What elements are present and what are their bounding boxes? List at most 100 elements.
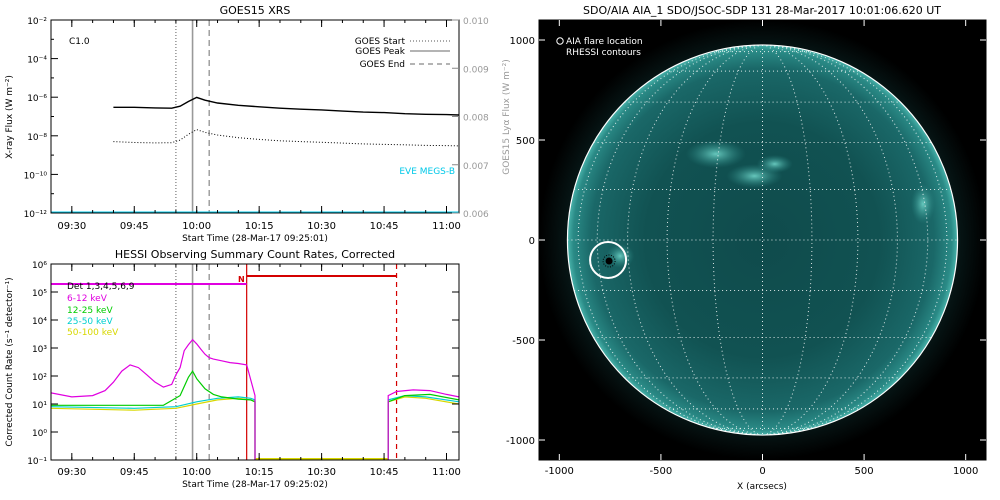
hessi-25-50-kev-line [51,396,256,460]
goes-x-tick-label: 09:30 [57,221,86,232]
eve-label: EVE MEGS-B [399,167,455,177]
bright-region [685,140,746,168]
hessi-x-tick-label: 09:30 [57,467,86,478]
hessi-legend-25-50: 25-50 keV [67,317,113,327]
solar-limb [566,44,959,436]
bright-region [756,155,793,173]
aia-panel: SDO/AIA AIA_1 SDO/JSOC-SDP 131 28-Mar-20… [506,4,987,492]
grid-longitude-line [627,44,763,436]
aia-x-tick-label: 0 [759,466,765,477]
aia-legend: AIA flare location RHESSI contours [556,37,643,58]
hessi-50-100-kev-line-after-night [387,396,459,460]
goes-y-tick-label: 10⁻⁶ [27,94,47,104]
hessi-y-tick-label: 10⁶ [32,261,47,271]
aia-y-tick-label: -1000 [506,436,535,447]
hessi-y-tick-label: 10⁴ [32,317,47,327]
goes-x-axis: 09:30 09:45 10:00 10:15 10:30 10:45 11:00 [50,20,461,232]
grid-longitude-line [762,44,948,436]
aia-y-tick-label: 500 [516,136,535,147]
bright-region [606,244,635,268]
hessi-panel: HESSI Observing Summary Count Rates, Cor… [5,248,461,490]
goes-y-tick-label: 10⁻¹⁰ [24,171,48,181]
goes-yr-tick-label: 0.008 [463,114,489,124]
goes-y-right-axis: 0.006 0.007 0.008 0.009 0.010 [452,17,489,220]
aia-legend-flare: AIA flare location [566,37,643,47]
hessi-legend-12-25: 12-25 keV [67,306,113,316]
aia-y-tick-label: 1000 [510,36,535,47]
hessi-legend-6-12: 6-12 keV [67,294,108,304]
goes-ylabel-right: GOES15 Lyα Flux (W m⁻²) [502,59,512,175]
goes-y-tick-label: 10⁻⁴ [27,56,47,66]
aia-x-tick-label: -500 [650,466,673,477]
goes-long-channel-line [113,96,459,116]
goes-y-axis: 10⁻¹² 10⁻¹⁰ 10⁻⁸ 10⁻⁶ 10⁻⁴ 10⁻² [24,17,58,220]
hessi-12-25-kev-line-after-night [387,393,459,460]
rhessi-contour [605,257,613,265]
goes-yr-tick-label: 0.009 [463,65,489,75]
hessi-x-tick-label: 10:00 [182,467,211,478]
goes-x-tick-label: 10:30 [307,221,336,232]
hessi-25-50-kev-line-after-night [387,394,459,460]
goes-short-channel-line [113,129,459,147]
hessi-y-axis: 10⁻¹ 10⁰ 10¹ 10² 10³ 10⁴ 10⁵ 10⁶ [27,261,459,467]
hessi-night-label: N [238,275,245,284]
goes-y-tick-label: 10⁻¹² [24,210,48,220]
goes-x-tick-label: 10:00 [182,221,211,232]
hessi-plot-area [51,264,459,460]
hessi-title: HESSI Observing Summary Count Rates, Cor… [115,248,395,261]
goes-x-tick-label: 11:00 [432,221,461,232]
goes-x-tick-label: 10:45 [370,221,399,232]
goes-x-tick-label: 09:45 [120,221,149,232]
grid-longitude-line [666,44,763,436]
goes-xlabel: Start Time (28-Mar-17 09:25:01) [182,234,328,244]
grid-longitude-line [762,44,859,436]
hessi-x-axis: 09:30 09:45 10:00 10:15 10:30 10:45 11:00 [50,264,461,478]
goes-flare-class: C1.0 [69,37,90,47]
rhessi-contour [602,254,616,268]
goes-yr-tick-label: 0.010 [463,17,489,27]
aia-x-axis: -1000 -500 0 500 1000 [545,20,978,477]
goes-legend: GOES Start GOES Peak GOES End [355,37,450,70]
hessi-y-tick-label: 10⁻¹ [27,457,47,467]
aia-x-tick-label: -1000 [545,466,574,477]
goes-panel: GOES15 XRS 09:30 09:45 10:00 10:15 10:30 10:4… [5,4,512,244]
bright-region [911,184,936,224]
aia-y-tick-label: 0 [529,236,535,247]
hessi-ylabel: Corrected Count Rate (s⁻¹ detector⁻¹) [5,277,15,446]
goes-plot-area [51,20,459,213]
grid-longitude-line [762,44,898,436]
hessi-y-tick-label: 10⁰ [32,429,47,439]
hessi-x-tick-label: 09:45 [120,467,149,478]
legend-goes-end: GOES End [360,60,405,70]
flare-location-circle [589,241,628,279]
legend-flare-location-swatch [556,37,564,45]
hessi-x-tick-label: 11:00 [432,467,461,478]
goes-yr-tick-label: 0.007 [463,162,489,172]
hessi-legend: Det 1,3,4,5,6,9 6-12 keV 12-25 keV 25-50… [67,282,135,338]
goes-title: GOES15 XRS [220,4,291,17]
aia-legend-rhessi: RHESSI contours [566,48,641,58]
grid-longitude-line [577,44,763,436]
hessi-y-tick-label: 10¹ [32,401,47,411]
aia-x-tick-label: 1000 [953,466,978,477]
goes-yr-tick-label: 0.006 [463,210,489,220]
aia-xlabel: X (arcsecs) [737,482,787,492]
hessi-x-tick-label: 10:30 [307,467,336,478]
hessi-frame [50,263,460,461]
hessi-legend-title: Det 1,3,4,5,6,9 [67,282,135,292]
legend-goes-peak: GOES Peak [355,47,405,57]
hessi-y-tick-label: 10² [32,373,47,383]
aia-title: SDO/AIA AIA_1 SDO/JSOC-SDP 131 28-Mar-20… [583,4,941,17]
hessi-6-12-kev-line [51,338,256,460]
hessi-x-tick-label: 10:45 [370,467,399,478]
hessi-xlabel: Start Time (28-Mar-17 09:25:02) [182,480,328,490]
hessi-legend-50-100: 50-100 keV [67,328,119,338]
grid-longitude-line [712,44,763,436]
grid-longitude-line [762,44,813,436]
goes-ylabel: X-ray Flux (W m⁻²) [5,75,15,159]
goes-y-tick-label: 10⁻⁸ [27,133,47,143]
hessi-y-tick-label: 10⁵ [32,289,47,299]
solar-disk [567,44,958,436]
